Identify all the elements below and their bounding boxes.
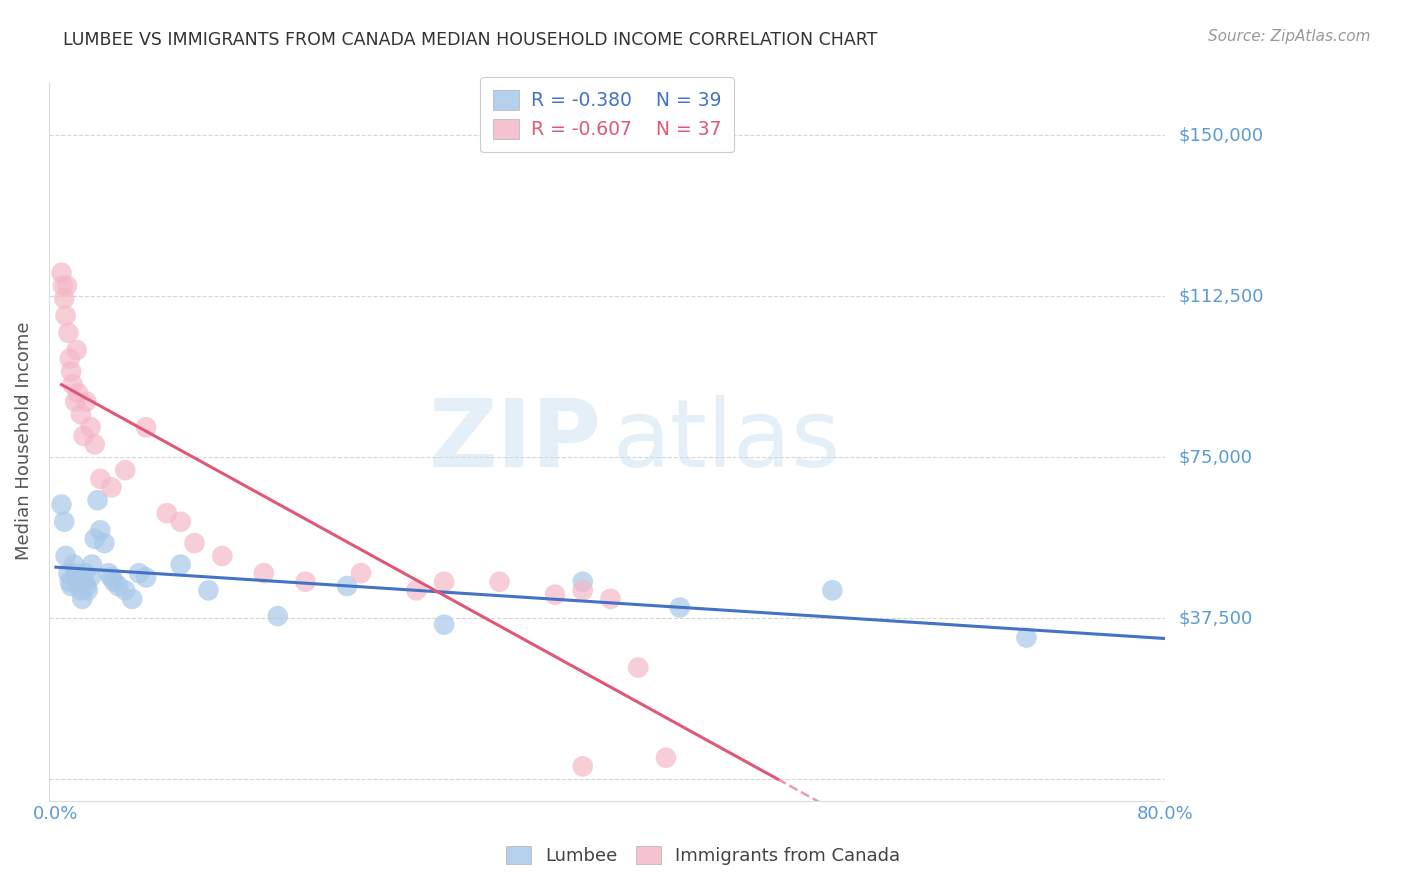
Point [627, 660, 650, 674]
Point [821, 583, 844, 598]
Point [73, 566, 96, 581]
Point [197, 583, 219, 598]
Point [67, 386, 90, 401]
Point [114, 583, 136, 598]
Point [156, 506, 179, 520]
Point [294, 574, 316, 589]
Point [433, 617, 456, 632]
Text: LUMBEE VS IMMIGRANTS FROM CANADA MEDIAN HOUSEHOLD INCOME CORRELATION CHART: LUMBEE VS IMMIGRANTS FROM CANADA MEDIAN … [63, 31, 877, 49]
Text: $75,000: $75,000 [1180, 449, 1253, 467]
Point [89, 472, 111, 486]
Point [97, 566, 120, 581]
Point [114, 463, 136, 477]
Text: atlas: atlas [613, 395, 841, 487]
Point [669, 600, 692, 615]
Point [70, 583, 93, 598]
Text: $37,500: $37,500 [1180, 609, 1253, 627]
Point [253, 566, 276, 581]
Point [135, 420, 157, 434]
Point [267, 609, 290, 624]
Point [135, 570, 157, 584]
Point [350, 566, 373, 581]
Point [58, 566, 80, 581]
Point [53, 515, 76, 529]
Point [75, 394, 97, 409]
Point [107, 579, 129, 593]
Text: Source: ZipAtlas.com: Source: ZipAtlas.com [1208, 29, 1371, 44]
Point [83, 437, 105, 451]
Text: $112,500: $112,500 [1180, 287, 1264, 305]
Text: ZIP: ZIP [429, 395, 602, 487]
Legend: Lumbee, Immigrants from Canada: Lumbee, Immigrants from Canada [496, 837, 910, 874]
Point [53, 292, 76, 306]
Point [66, 570, 89, 584]
Point [80, 558, 103, 572]
Text: $150,000: $150,000 [1180, 127, 1264, 145]
Legend: R = -0.380    N = 39, R = -0.607    N = 37: R = -0.380 N = 39, R = -0.607 N = 37 [479, 77, 734, 153]
Point [66, 343, 89, 357]
Point [67, 574, 90, 589]
Point [65, 394, 87, 409]
Point [51, 266, 73, 280]
Point [544, 588, 567, 602]
Point [599, 591, 621, 606]
Point [93, 536, 115, 550]
Point [55, 309, 77, 323]
Point [79, 570, 101, 584]
Point [433, 574, 456, 589]
Point [76, 583, 98, 598]
Point [75, 579, 97, 593]
Point [51, 498, 73, 512]
Point [60, 364, 83, 378]
Point [72, 429, 94, 443]
Y-axis label: Median Household Income: Median Household Income [15, 322, 32, 560]
Point [83, 532, 105, 546]
Point [89, 523, 111, 537]
Point [60, 579, 83, 593]
Point [62, 377, 84, 392]
Point [170, 515, 193, 529]
Point [70, 408, 93, 422]
Point [63, 558, 86, 572]
Point [121, 591, 143, 606]
Point [86, 493, 108, 508]
Point [1015, 631, 1038, 645]
Point [55, 549, 77, 563]
Point [571, 574, 593, 589]
Point [79, 420, 101, 434]
Point [571, 583, 593, 598]
Point [183, 536, 205, 550]
Point [571, 759, 593, 773]
Point [405, 583, 427, 598]
Point [65, 566, 87, 581]
Point [488, 574, 510, 589]
Point [655, 750, 678, 764]
Point [59, 574, 82, 589]
Point [59, 351, 82, 366]
Point [70, 591, 93, 606]
Point [100, 480, 122, 494]
Point [128, 566, 150, 581]
Point [211, 549, 233, 563]
Point [58, 326, 80, 340]
Point [336, 579, 359, 593]
Point [170, 558, 193, 572]
Point [52, 278, 75, 293]
Point [103, 574, 125, 589]
Point [56, 278, 79, 293]
Point [72, 574, 94, 589]
Point [100, 570, 122, 584]
